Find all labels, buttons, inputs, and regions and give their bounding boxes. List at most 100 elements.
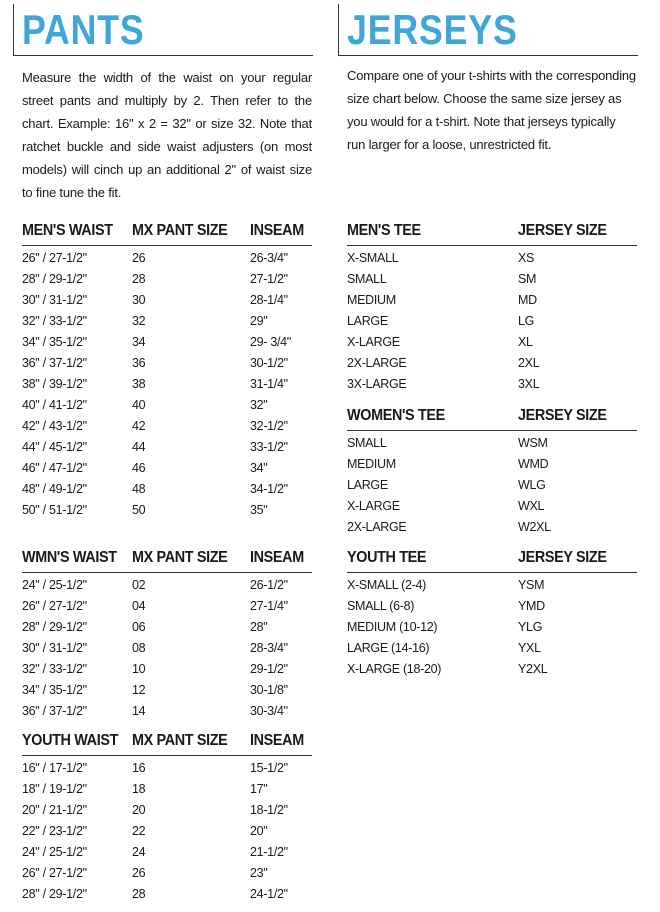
table-cell: 26" / 27-1/2" xyxy=(22,599,87,613)
header-rule xyxy=(347,245,637,246)
table-cell: LG xyxy=(518,314,535,328)
column-header: WOMEN'S TEE xyxy=(347,407,445,424)
table-cell: 32-1/2" xyxy=(250,419,288,433)
column-header: INSEAM xyxy=(250,222,304,239)
table-cell: 30 xyxy=(132,293,146,307)
table-cell: 29" xyxy=(250,314,268,328)
table-cell: 02 xyxy=(132,578,146,592)
divider xyxy=(338,55,638,56)
table-cell: 2X-LARGE xyxy=(347,356,407,370)
table-cell: 2X-LARGE xyxy=(347,520,407,534)
column-header: MX PANT SIZE xyxy=(132,732,228,749)
column-header: JERSEY SIZE xyxy=(518,407,607,424)
table-cell: 32 xyxy=(132,314,146,328)
table-cell: 29- 3/4" xyxy=(250,335,291,349)
table-cell: Y2XL xyxy=(518,662,548,676)
table-cell: 24" / 25-1/2" xyxy=(22,845,87,859)
table-cell: 04 xyxy=(132,599,146,613)
table-cell: X-SMALL (2-4) xyxy=(347,578,426,592)
table-cell: 22 xyxy=(132,824,146,838)
table-cell: 28-1/4" xyxy=(250,293,288,307)
table-cell: 33-1/2" xyxy=(250,440,288,454)
column-header: JERSEY SIZE xyxy=(518,549,607,566)
divider xyxy=(13,55,313,56)
table-cell: 2XL xyxy=(518,356,540,370)
table-cell: 26-1/2" xyxy=(250,578,288,592)
table-cell: YMD xyxy=(518,599,545,613)
header-rule xyxy=(22,755,312,756)
table-cell: 48" / 49-1/2" xyxy=(22,482,87,496)
table-cell: 30-3/4" xyxy=(250,704,288,718)
table-cell: WLG xyxy=(518,478,546,492)
table-cell: 20" xyxy=(250,824,268,838)
table-cell: X-SMALL xyxy=(347,251,399,265)
table-cell: 3XL xyxy=(518,377,540,391)
table-cell: 26" / 27-1/2" xyxy=(22,251,87,265)
table-cell: 38" / 39-1/2" xyxy=(22,377,87,391)
table-cell: 42" / 43-1/2" xyxy=(22,419,87,433)
table-cell: 48 xyxy=(132,482,146,496)
header-rule xyxy=(22,245,312,246)
table-cell: 06 xyxy=(132,620,146,634)
table-cell: LARGE (14-16) xyxy=(347,641,430,655)
table-cell: 40 xyxy=(132,398,146,412)
column-header: INSEAM xyxy=(250,549,304,566)
description: Measure the width of the waist on your r… xyxy=(22,70,312,200)
table-cell: X-LARGE (18-20) xyxy=(347,662,442,676)
table-cell: XL xyxy=(518,335,533,349)
table-cell: 38 xyxy=(132,377,146,391)
table-cell: 16 xyxy=(132,761,146,775)
column-header: YOUTH TEE xyxy=(347,549,427,566)
column-header: MX PANT SIZE xyxy=(132,222,228,239)
section-title: PANTS xyxy=(22,6,145,53)
table-cell: 08 xyxy=(132,641,146,655)
table-cell: 24-1/2" xyxy=(250,887,288,901)
table-cell: 28" / 29-1/2" xyxy=(22,272,87,286)
table-cell: 32" / 33-1/2" xyxy=(22,314,87,328)
table-cell: 20 xyxy=(132,803,146,817)
table-cell: 21-1/2" xyxy=(250,845,288,859)
table-cell: 34" xyxy=(250,461,268,475)
table-cell: 18" / 19-1/2" xyxy=(22,782,87,796)
table-cell: 34 xyxy=(132,335,146,349)
table-cell: 30" / 31-1/2" xyxy=(22,293,87,307)
table-cell: 28" / 29-1/2" xyxy=(22,887,87,901)
table-cell: 18 xyxy=(132,782,146,796)
table-cell: 40" / 41-1/2" xyxy=(22,398,87,412)
description: Compare one of your t-shirts with the co… xyxy=(347,68,636,152)
table-cell: 28-3/4" xyxy=(250,641,288,655)
table-cell: W2XL xyxy=(518,520,551,534)
table-cell: 23" xyxy=(250,866,268,880)
column-header: YOUTH WAIST xyxy=(22,732,119,749)
table-cell: SMALL (6-8) xyxy=(347,599,415,613)
table-cell: 34" / 35-1/2" xyxy=(22,683,87,697)
table-cell: 26 xyxy=(132,251,146,265)
table-cell: SM xyxy=(518,272,537,286)
column-header: MEN'S WAIST xyxy=(22,222,113,239)
table-cell: WXL xyxy=(518,499,545,513)
divider xyxy=(338,4,339,56)
header-rule xyxy=(22,572,312,573)
table-cell: 28 xyxy=(132,887,146,901)
table-cell: LARGE xyxy=(347,314,388,328)
table-cell: XS xyxy=(518,251,535,265)
table-cell: 12 xyxy=(132,683,146,697)
table-cell: MEDIUM xyxy=(347,457,396,471)
table-cell: 29-1/2" xyxy=(250,662,288,676)
table-cell: 20" / 21-1/2" xyxy=(22,803,87,817)
table-cell: 17" xyxy=(250,782,268,796)
table-cell: 36" / 37-1/2" xyxy=(22,704,87,718)
table-cell: 28 xyxy=(132,272,146,286)
table-cell: 50" / 51-1/2" xyxy=(22,503,87,517)
column-header: MX PANT SIZE xyxy=(132,549,228,566)
table-cell: 44" / 45-1/2" xyxy=(22,440,87,454)
table-cell: 10 xyxy=(132,662,146,676)
table-cell: WSM xyxy=(518,436,548,450)
table-cell: 27-1/2" xyxy=(250,272,288,286)
header-rule xyxy=(347,572,637,573)
table-cell: 42 xyxy=(132,419,146,433)
table-cell: MEDIUM xyxy=(347,293,396,307)
table-cell: 32" / 33-1/2" xyxy=(22,662,87,676)
table-cell: X-LARGE xyxy=(347,499,400,513)
